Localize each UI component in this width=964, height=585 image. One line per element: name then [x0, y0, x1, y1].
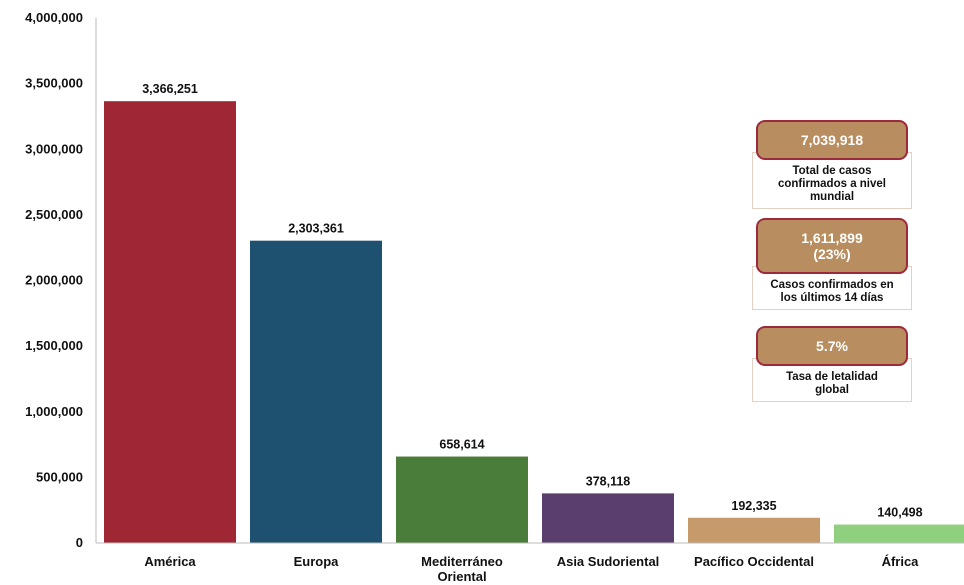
bar	[688, 518, 820, 543]
stat-card-recent: 1,611,899 (23%) Casos confirmados en los…	[752, 218, 912, 310]
x-tick-label-line: Oriental	[437, 569, 486, 584]
x-tick-label-line: Mediterráneo	[421, 554, 503, 569]
x-tick-label: América	[144, 554, 196, 569]
data-label: 140,498	[877, 506, 922, 520]
stat-total-description: Total de casos confirmados a nivel mundi…	[752, 152, 912, 209]
x-tick-label: Asia Sudoriental	[557, 554, 660, 569]
stat-lethality-value: 5.7%	[756, 326, 908, 366]
data-label: 658,614	[439, 438, 484, 452]
data-label: 2,303,361	[288, 222, 344, 236]
x-tick-label-line: Asia Sudoriental	[557, 554, 660, 569]
y-tick-label: 2,000,000	[25, 273, 83, 288]
stat-card-total: 7,039,918 Total de casos confirmados a n…	[752, 120, 912, 209]
y-tick-label: 2,500,000	[25, 207, 83, 222]
x-tick-label: Europa	[294, 554, 340, 569]
x-axis: América Europa Mediterráneo Oriental Asia Su…	[96, 543, 964, 584]
y-tick-label: 1,000,000	[25, 404, 83, 419]
y-axis: 0 500,000 1,000,000 1,500,000 2,000,000 2,500…	[25, 10, 96, 550]
stat-recent-value: 1,611,899 (23%)	[756, 218, 908, 274]
x-tick-label: África	[882, 554, 920, 569]
bar	[542, 493, 674, 543]
bar	[396, 457, 528, 543]
x-tick-label: Pacífico Occidental	[694, 554, 814, 569]
bar	[104, 101, 236, 543]
y-tick-label: 3,000,000	[25, 141, 83, 156]
x-tick-label-line: África	[882, 554, 920, 569]
bar	[250, 241, 382, 543]
y-tick-label: 3,500,000	[25, 76, 83, 91]
data-label: 192,335	[731, 499, 776, 513]
y-tick-label: 500,000	[36, 469, 83, 484]
stat-card-lethality: 5.7% Tasa de letalidad global	[752, 326, 912, 402]
data-label: 3,366,251	[142, 82, 198, 96]
x-tick-label: Mediterráneo Oriental	[421, 554, 503, 584]
x-tick-label-line: Europa	[294, 554, 340, 569]
x-tick-label-line: América	[144, 554, 196, 569]
stat-total-value: 7,039,918	[756, 120, 908, 160]
y-tick-label: 0	[76, 535, 83, 550]
y-tick-label: 4,000,000	[25, 10, 83, 25]
bar	[834, 525, 964, 543]
x-tick-label-line: Pacífico Occidental	[694, 554, 814, 569]
y-tick-label: 1,500,000	[25, 338, 83, 353]
data-label: 378,118	[586, 474, 631, 488]
